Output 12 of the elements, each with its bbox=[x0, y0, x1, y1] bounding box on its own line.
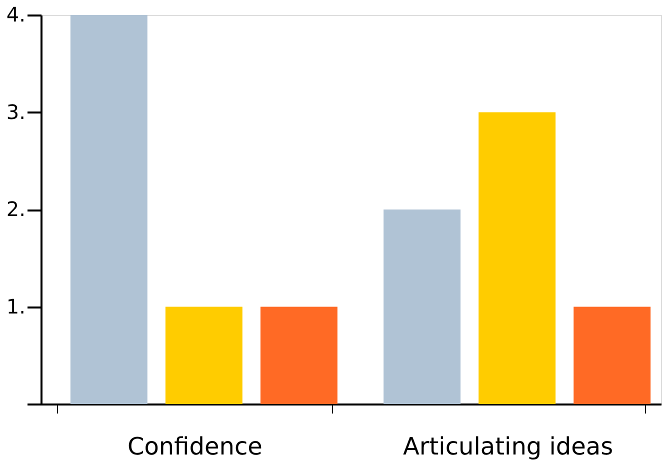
x-tick-label: Confidence bbox=[127, 432, 262, 460]
x-tick-label: Articulating ideas bbox=[402, 432, 614, 460]
y-tick-label: 2. bbox=[6, 197, 26, 221]
bar bbox=[384, 210, 461, 404]
bar bbox=[478, 112, 556, 404]
bar bbox=[260, 306, 338, 404]
y-tick-label: 3. bbox=[6, 100, 26, 124]
bar bbox=[70, 15, 148, 404]
bar bbox=[165, 306, 242, 404]
y-tick-label: 4. bbox=[6, 2, 26, 26]
y-tick-label: 1. bbox=[6, 294, 26, 318]
bar bbox=[574, 306, 651, 404]
